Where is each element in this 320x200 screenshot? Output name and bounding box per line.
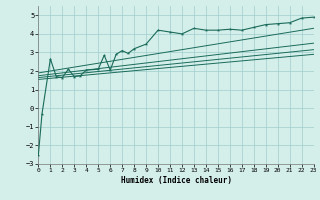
X-axis label: Humidex (Indice chaleur): Humidex (Indice chaleur)	[121, 176, 231, 185]
